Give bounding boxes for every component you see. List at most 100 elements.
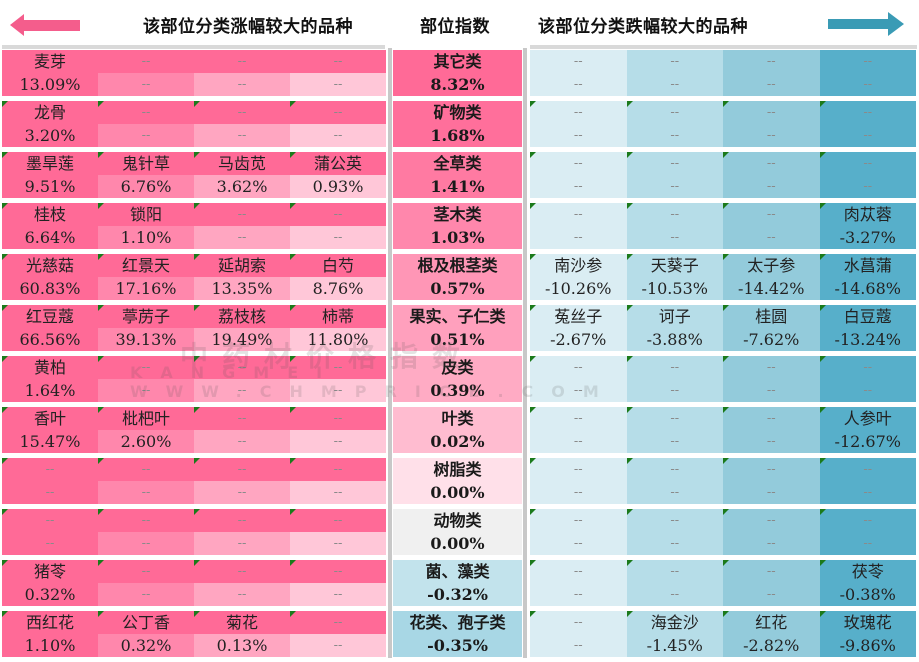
gainer-cell[interactable]: 麦芽 13.09%: [2, 50, 98, 96]
gainer-cell[interactable]: -- --: [194, 509, 290, 555]
gainer-cell[interactable]: -- --: [290, 560, 386, 606]
gainer-cell[interactable]: -- --: [2, 458, 98, 504]
gainer-cell[interactable]: 菊花 0.13%: [194, 611, 290, 657]
loser-cell[interactable]: -- --: [530, 611, 627, 657]
loser-cell[interactable]: -- --: [626, 509, 723, 555]
gainer-cell[interactable]: 葶苈子 39.13%: [98, 305, 194, 351]
gainer-cell[interactable]: 荔枝核 19.49%: [194, 305, 290, 351]
loser-cell[interactable]: -- --: [723, 458, 820, 504]
category-index-cell[interactable]: 叶类 0.02%: [393, 407, 522, 453]
gainer-cell[interactable]: -- --: [194, 50, 290, 96]
gainer-cell[interactable]: 红景天 17.16%: [98, 254, 194, 300]
gainer-cell[interactable]: -- --: [290, 356, 386, 402]
gainer-cell[interactable]: 光慈菇 60.83%: [2, 254, 98, 300]
gainer-cell[interactable]: -- --: [98, 356, 194, 402]
loser-cell[interactable]: 天葵子 -10.53%: [626, 254, 723, 300]
gainer-cell[interactable]: -- --: [290, 611, 386, 657]
gainer-cell[interactable]: 蒲公英 0.93%: [290, 152, 386, 198]
loser-cell[interactable]: 海金沙 -1.45%: [626, 611, 723, 657]
loser-cell[interactable]: -- --: [626, 50, 723, 96]
loser-cell[interactable]: -- --: [723, 560, 820, 606]
gainer-cell[interactable]: -- --: [194, 203, 290, 249]
category-index-cell[interactable]: 果实、子仁类 0.51%: [393, 305, 522, 351]
loser-cell[interactable]: -- --: [819, 50, 916, 96]
loser-cell[interactable]: 太子参 -14.42%: [723, 254, 820, 300]
gainer-cell[interactable]: -- --: [194, 101, 290, 147]
category-index-cell[interactable]: 动物类 0.00%: [393, 509, 522, 555]
loser-cell[interactable]: -- --: [530, 407, 627, 453]
category-index-cell[interactable]: 皮类 0.39%: [393, 356, 522, 402]
category-index-cell[interactable]: 花类、孢子类 -0.35%: [393, 611, 522, 657]
gainer-cell[interactable]: 鬼针草 6.76%: [98, 152, 194, 198]
loser-cell[interactable]: -- --: [530, 458, 627, 504]
loser-cell[interactable]: -- --: [819, 356, 916, 402]
loser-cell[interactable]: -- --: [530, 509, 627, 555]
gainer-cell[interactable]: -- --: [194, 356, 290, 402]
gainer-cell[interactable]: 黄柏 1.64%: [2, 356, 98, 402]
gainer-cell[interactable]: 墨旱莲 9.51%: [2, 152, 98, 198]
gainer-cell[interactable]: -- --: [194, 560, 290, 606]
gainer-cell[interactable]: -- --: [2, 509, 98, 555]
gainer-cell[interactable]: -- --: [98, 560, 194, 606]
gainer-cell[interactable]: 延胡索 13.35%: [194, 254, 290, 300]
gainer-cell[interactable]: 龙骨 3.20%: [2, 101, 98, 147]
gainer-cell[interactable]: 香叶 15.47%: [2, 407, 98, 453]
loser-cell[interactable]: -- --: [530, 203, 627, 249]
gainer-cell[interactable]: 马齿苋 3.62%: [194, 152, 290, 198]
loser-cell[interactable]: -- --: [723, 356, 820, 402]
gainer-cell[interactable]: -- --: [290, 203, 386, 249]
gainer-cell[interactable]: 猪苓 0.32%: [2, 560, 98, 606]
loser-cell[interactable]: -- --: [626, 101, 723, 147]
loser-cell[interactable]: 桂圆 -7.62%: [723, 305, 820, 351]
category-index-cell[interactable]: 其它类 8.32%: [393, 50, 522, 96]
category-index-cell[interactable]: 茎木类 1.03%: [393, 203, 522, 249]
gainer-cell[interactable]: -- --: [194, 458, 290, 504]
loser-cell[interactable]: 水菖蒲 -14.68%: [819, 254, 916, 300]
loser-cell[interactable]: -- --: [626, 458, 723, 504]
gainer-cell[interactable]: 白芍 8.76%: [290, 254, 386, 300]
loser-cell[interactable]: -- --: [723, 50, 820, 96]
gainer-cell[interactable]: 红豆蔻 66.56%: [2, 305, 98, 351]
gainer-cell[interactable]: -- --: [98, 101, 194, 147]
loser-cell[interactable]: 肉苁蓉 -3.27%: [819, 203, 916, 249]
gainer-cell[interactable]: -- --: [194, 407, 290, 453]
loser-cell[interactable]: -- --: [626, 407, 723, 453]
loser-cell[interactable]: -- --: [723, 509, 820, 555]
loser-cell[interactable]: -- --: [819, 458, 916, 504]
gainer-cell[interactable]: 公丁香 0.32%: [98, 611, 194, 657]
loser-cell[interactable]: 南沙参 -10.26%: [530, 254, 627, 300]
category-index-cell[interactable]: 矿物类 1.68%: [393, 101, 522, 147]
gainer-cell[interactable]: -- --: [290, 458, 386, 504]
gainer-cell[interactable]: -- --: [98, 50, 194, 96]
gainer-cell[interactable]: -- --: [290, 407, 386, 453]
loser-cell[interactable]: -- --: [723, 101, 820, 147]
category-index-cell[interactable]: 根及根茎类 0.57%: [393, 254, 522, 300]
gainer-cell[interactable]: 锁阳 1.10%: [98, 203, 194, 249]
loser-cell[interactable]: 玫瑰花 -9.86%: [819, 611, 916, 657]
loser-cell[interactable]: -- --: [819, 509, 916, 555]
gainer-cell[interactable]: -- --: [290, 50, 386, 96]
loser-cell[interactable]: 白豆蔻 -13.24%: [819, 305, 916, 351]
gainer-cell[interactable]: -- --: [290, 101, 386, 147]
gainer-cell[interactable]: 桂枝 6.64%: [2, 203, 98, 249]
loser-cell[interactable]: -- --: [530, 560, 627, 606]
loser-cell[interactable]: -- --: [723, 203, 820, 249]
loser-cell[interactable]: -- --: [626, 356, 723, 402]
loser-cell[interactable]: -- --: [723, 152, 820, 198]
category-index-cell[interactable]: 树脂类 0.00%: [393, 458, 522, 504]
loser-cell[interactable]: -- --: [530, 101, 627, 147]
category-index-cell[interactable]: 菌、藻类 -0.32%: [393, 560, 522, 606]
loser-cell[interactable]: -- --: [530, 50, 627, 96]
loser-cell[interactable]: 诃子 -3.88%: [626, 305, 723, 351]
category-index-cell[interactable]: 全草类 1.41%: [393, 152, 522, 198]
loser-cell[interactable]: -- --: [819, 101, 916, 147]
loser-cell[interactable]: 人参叶 -12.67%: [819, 407, 916, 453]
gainer-cell[interactable]: 柿蒂 11.80%: [290, 305, 386, 351]
loser-cell[interactable]: -- --: [626, 152, 723, 198]
loser-cell[interactable]: 菟丝子 -2.67%: [530, 305, 627, 351]
gainer-cell[interactable]: -- --: [98, 458, 194, 504]
loser-cell[interactable]: -- --: [819, 152, 916, 198]
loser-cell[interactable]: 红花 -2.82%: [723, 611, 820, 657]
loser-cell[interactable]: -- --: [626, 560, 723, 606]
loser-cell[interactable]: -- --: [626, 203, 723, 249]
